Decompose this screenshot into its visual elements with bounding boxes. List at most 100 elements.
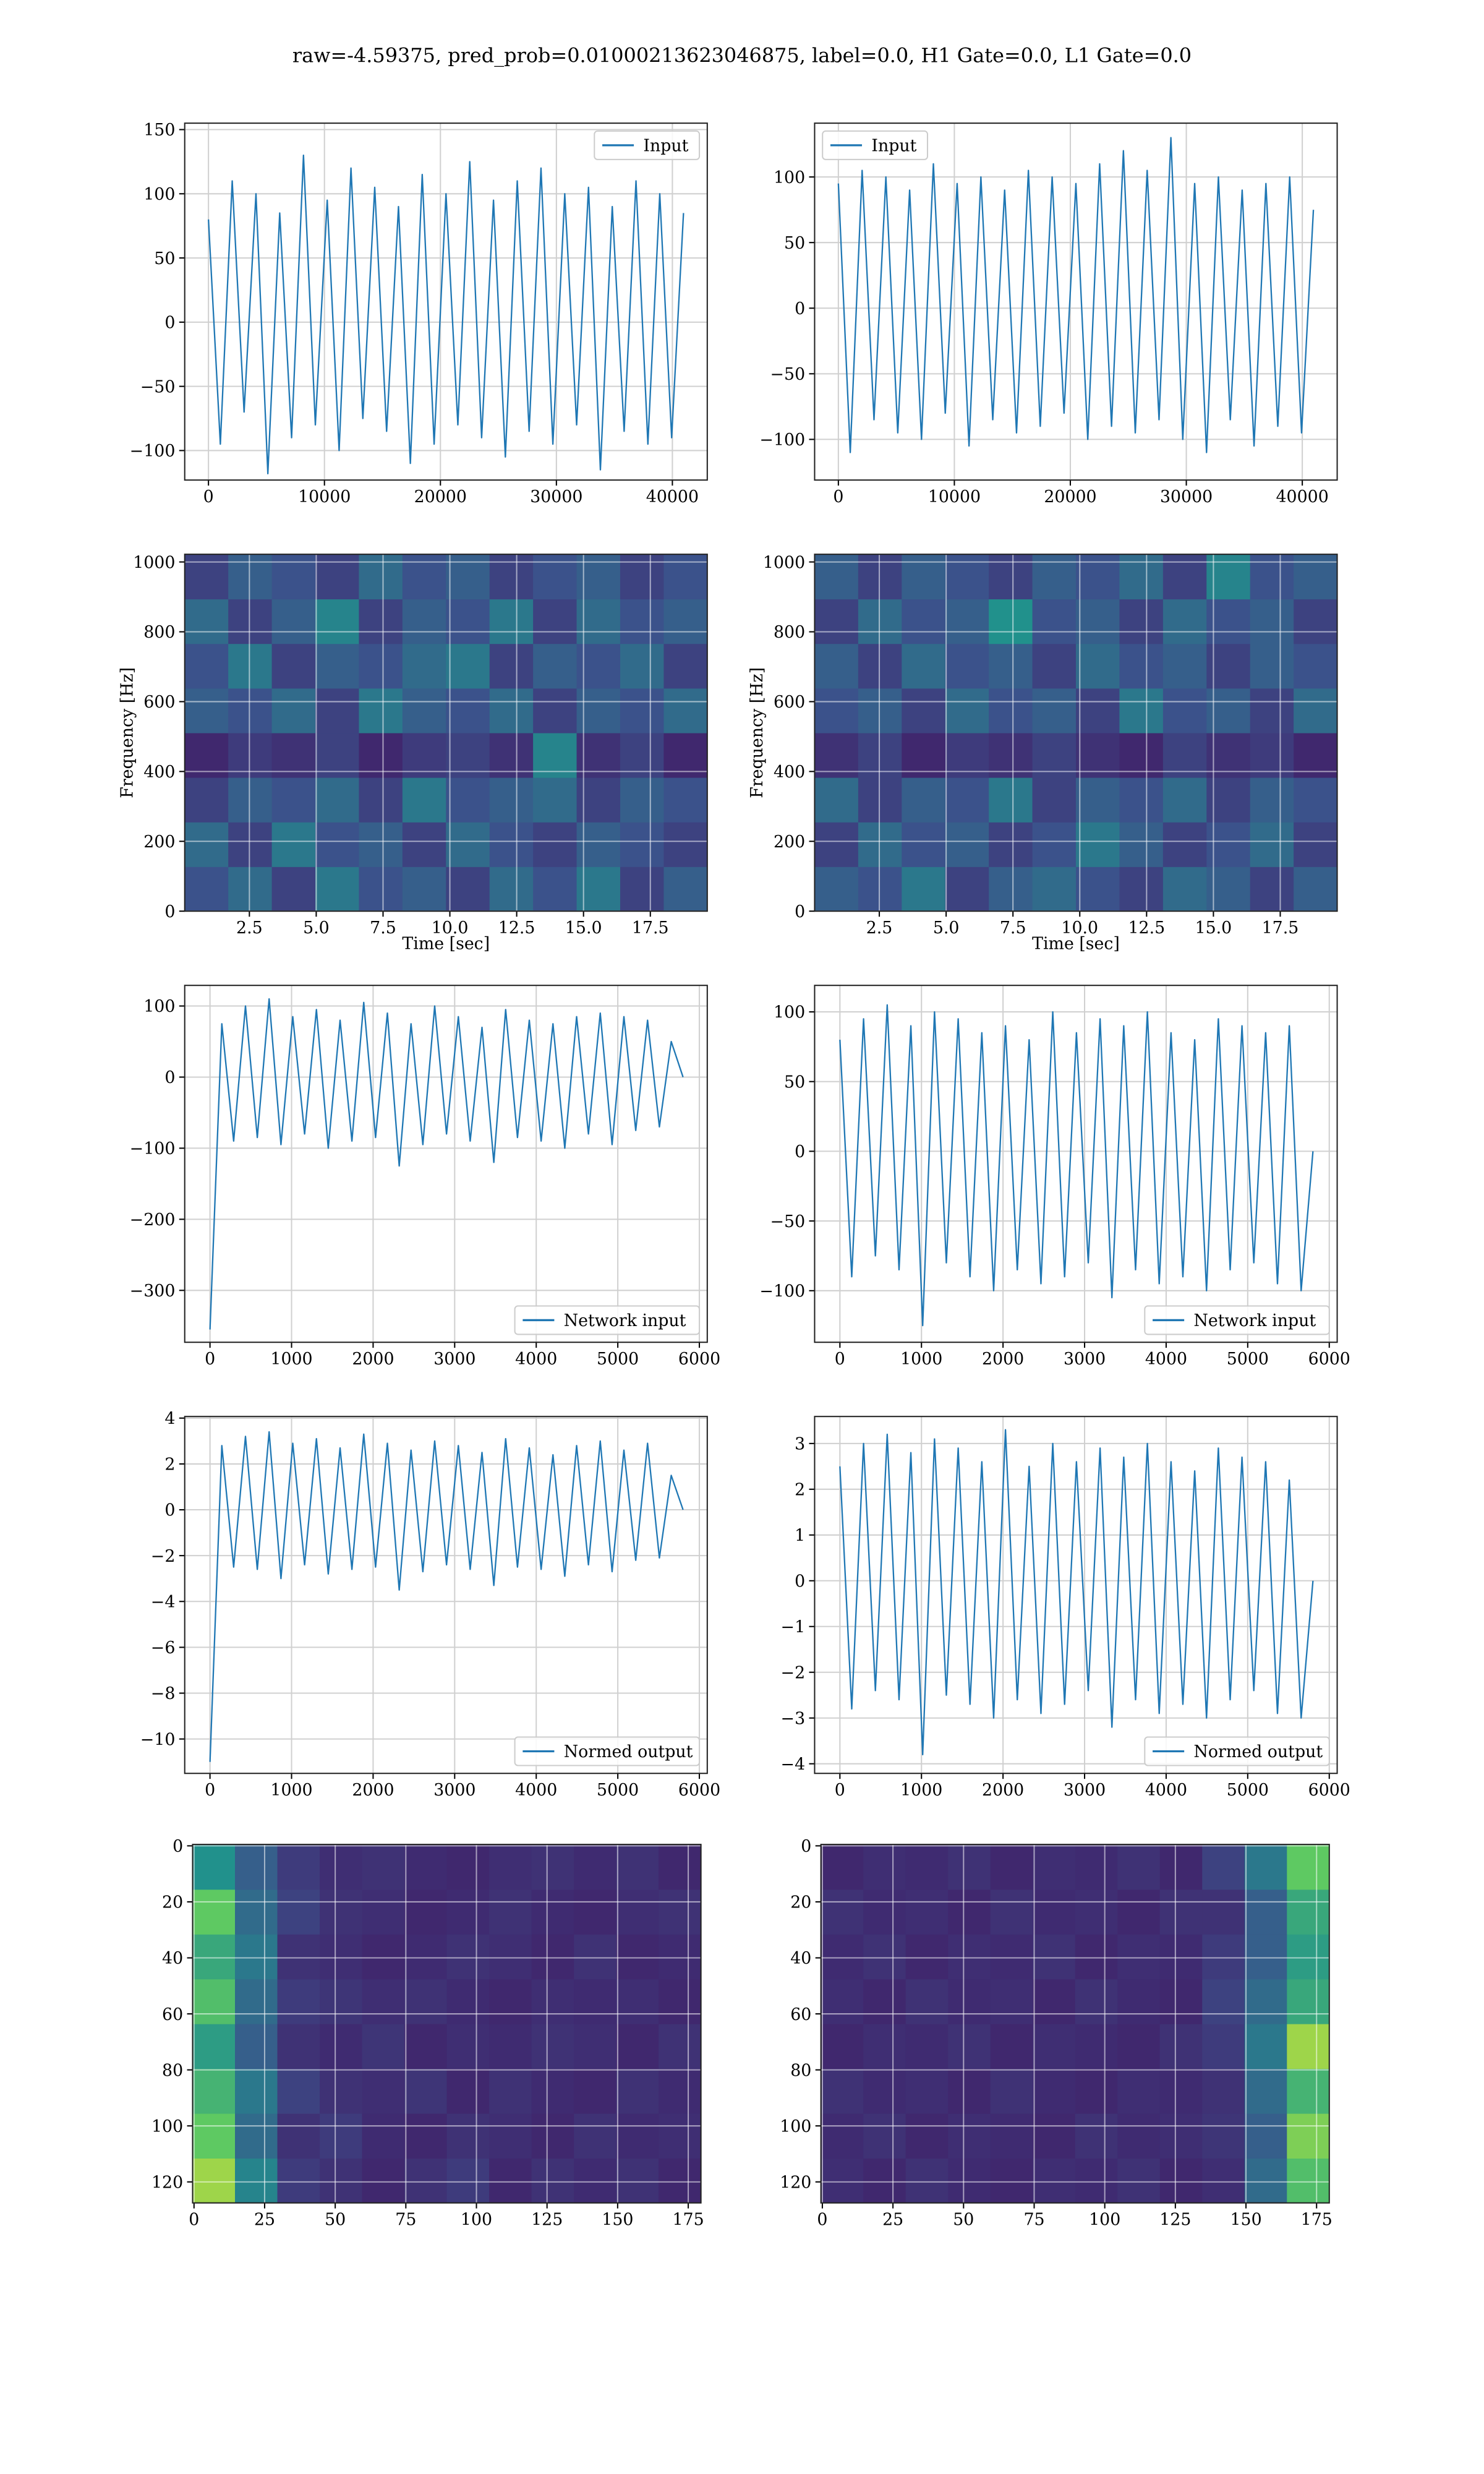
y-tick-label: 120 (151, 2173, 183, 2192)
y-tick-label: −6 (151, 1638, 176, 1658)
heatmap-cell (1162, 867, 1208, 912)
heatmap-cell (402, 643, 447, 689)
x-tick-label: 3000 (1064, 1781, 1106, 1800)
heatmap-cell (945, 867, 989, 912)
heatmap-cell (574, 1934, 617, 1980)
heatmap-cell (948, 1934, 991, 1980)
legend-label: Input (643, 137, 688, 156)
subplot: 0 1000 2000 3000 4000 5000 6000 −100 −50 0 50 100 Ne… (760, 985, 1350, 1369)
y-tick-label: 40 (162, 1949, 183, 1968)
heatmap-cell (359, 821, 403, 867)
heatmap-cell (489, 2023, 532, 2070)
heatmap-cell (659, 1889, 701, 1935)
y-tick-label: 0 (795, 1572, 805, 1591)
heatmap-cell (320, 1844, 363, 1890)
heatmap-cell (1294, 554, 1337, 600)
heatmap-cell (616, 2158, 659, 2203)
heatmap-cell (1250, 867, 1294, 912)
x-tick-label: 0 (205, 1781, 215, 1800)
heatmap-cell (663, 777, 707, 823)
heatmap-cell (863, 1934, 906, 1980)
heatmap-cell (184, 554, 229, 600)
heatmap-cell (616, 1844, 659, 1890)
heatmap-cell (1032, 821, 1077, 867)
x-tick-label: 0 (833, 487, 843, 507)
heatmap-cell (659, 2068, 701, 2114)
heatmap-cell (1033, 2113, 1076, 2159)
heatmap-cell (489, 599, 534, 644)
heatmap-cell (574, 2068, 617, 2114)
axes-frame (192, 1844, 702, 2204)
heatmap-cell (235, 1844, 278, 1890)
heatmap-cell (1287, 1889, 1329, 1935)
x-tick-label: 1000 (900, 1350, 942, 1369)
heatmap-cell (359, 777, 403, 823)
y-tick-label: 0 (164, 314, 175, 333)
heatmap-cell (1250, 554, 1294, 600)
x-tick-label: 40000 (1276, 487, 1329, 507)
x-tick-label: 5.0 (933, 918, 960, 938)
y-tick-label: 0 (795, 1142, 805, 1162)
heatmap-cell (489, 867, 534, 912)
heatmap-cell (574, 1889, 617, 1935)
heatmap-cell (489, 688, 534, 734)
heatmap-cell (1117, 2158, 1161, 2203)
heatmap-cell (446, 2158, 490, 2203)
heatmap-cell (531, 2113, 574, 2159)
heatmap-cell (663, 599, 707, 644)
y-tick-label: 40 (790, 1949, 811, 1968)
heatmap-cell (948, 2113, 991, 2159)
y-tick-label: 150 (143, 121, 175, 140)
heatmap-cell (945, 821, 989, 867)
y-tick-label: 0 (795, 902, 805, 922)
heatmap-cell (1076, 867, 1120, 912)
heatmap-cell (1032, 777, 1077, 823)
heatmap-cell (814, 643, 859, 689)
heatmap-cell (489, 1844, 532, 1890)
heatmap-cell (863, 2023, 906, 2070)
heatmap-cell (814, 599, 859, 644)
heatmap-cell (1250, 643, 1294, 689)
heatmap-cell (446, 732, 490, 778)
x-tick-label: 10000 (928, 487, 981, 507)
heatmap-cell (616, 2068, 659, 2114)
heatmap-cell (362, 2023, 405, 2070)
y-tick-label: 0 (164, 902, 175, 922)
heatmap-cell (659, 1979, 701, 2024)
x-tick-label: 4000 (515, 1781, 557, 1800)
heatmap-cell (277, 1889, 320, 1935)
heatmap-cell (235, 2113, 278, 2159)
x-tick-label: 75 (395, 2210, 416, 2229)
heatmap-cell (1117, 1934, 1161, 1980)
heatmap-cell (531, 2158, 574, 2203)
y-tick-label: −300 (130, 1282, 176, 1301)
legend-label: Input (871, 137, 916, 156)
heatmap-cell (821, 1934, 864, 1980)
heatmap-cell (531, 2023, 574, 2070)
heatmap-cell (620, 599, 665, 644)
x-tick-label: 1000 (270, 1781, 312, 1800)
axes-frame (814, 554, 1338, 912)
heatmap-cell (858, 821, 903, 867)
heatmap-cell (362, 2158, 405, 2203)
x-tick-label: 10.0 (1061, 918, 1098, 938)
x-tick-label: 12.5 (498, 918, 535, 938)
heatmap-cell (533, 777, 578, 823)
y-tick-label: 200 (143, 833, 175, 852)
heatmap-cell (616, 2023, 659, 2070)
y-tick-label: 1 (795, 1526, 805, 1546)
heatmap-cell (1076, 732, 1120, 778)
y-tick-label: 800 (774, 623, 805, 642)
heatmap-cell (902, 599, 946, 644)
heatmap-cell (320, 2068, 363, 2114)
heatmap-cell (235, 1889, 278, 1935)
y-tick-label: 80 (790, 2061, 811, 2080)
heatmap-cell (1162, 643, 1208, 689)
heatmap-cell (990, 2068, 1033, 2114)
heatmap-cell (659, 2113, 701, 2159)
heatmap-cell (1162, 599, 1208, 644)
heatmap-cell (659, 2023, 701, 2070)
x-tick-label: 6000 (678, 1350, 720, 1369)
heatmap-cell (990, 1844, 1033, 1890)
heatmap-cell (402, 554, 447, 600)
